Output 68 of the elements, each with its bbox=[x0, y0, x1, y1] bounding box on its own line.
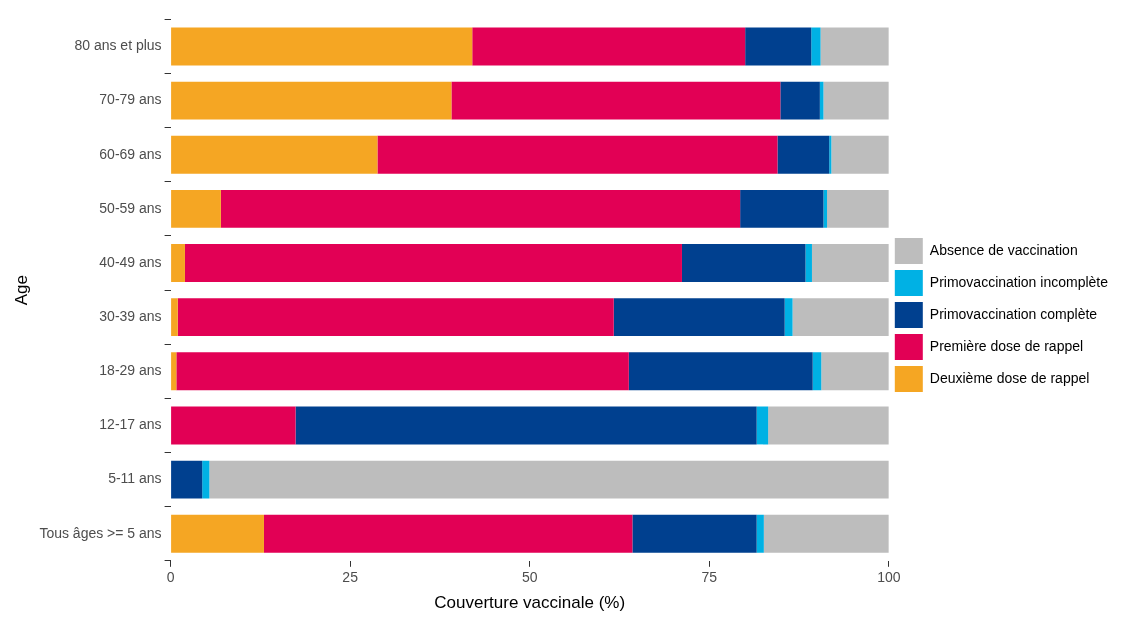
y-tick-label: 18-29 ans bbox=[99, 362, 162, 379]
y-tick-label: 70-79 ans bbox=[99, 91, 162, 108]
bar bbox=[777, 135, 830, 174]
bar bbox=[171, 244, 185, 282]
y-tick-label: Tous âges >= 5 ans bbox=[39, 524, 162, 541]
bar bbox=[756, 514, 764, 553]
bar bbox=[823, 81, 889, 120]
bar bbox=[171, 460, 203, 499]
bar bbox=[820, 27, 889, 66]
y-tick-label: 12-17 ans bbox=[99, 416, 162, 433]
x-tick-label: 0 bbox=[166, 569, 175, 586]
bar bbox=[812, 352, 822, 391]
bar bbox=[821, 352, 889, 391]
bar bbox=[220, 189, 741, 228]
legend-label: Première dose de rappel bbox=[929, 337, 1084, 354]
y-axis-title: Age bbox=[11, 274, 31, 306]
bar bbox=[811, 244, 889, 282]
bar bbox=[756, 406, 769, 445]
bar bbox=[628, 352, 813, 391]
bar bbox=[763, 514, 889, 553]
bar bbox=[171, 81, 452, 120]
legend-label: Absence de vaccination bbox=[929, 241, 1078, 258]
bar bbox=[811, 27, 821, 66]
bar bbox=[780, 81, 820, 120]
bar bbox=[177, 298, 614, 337]
bar bbox=[831, 135, 889, 174]
bar bbox=[171, 514, 264, 553]
bar bbox=[784, 298, 793, 337]
y-tick-label: 60-69 ans bbox=[99, 145, 162, 162]
bar bbox=[171, 27, 473, 66]
bar bbox=[263, 514, 633, 553]
x-tick-label: 25 bbox=[342, 569, 359, 586]
bar bbox=[171, 189, 221, 228]
legend-label: Primovaccination complète bbox=[929, 305, 1098, 322]
bar bbox=[740, 189, 824, 228]
x-axis-title: Couverture vaccinale (%) bbox=[434, 593, 626, 613]
bar bbox=[768, 406, 889, 445]
bar bbox=[613, 298, 785, 337]
bar bbox=[171, 352, 177, 391]
bar bbox=[472, 27, 746, 66]
bar bbox=[176, 352, 629, 391]
bar bbox=[295, 406, 757, 445]
x-tick-label: 75 bbox=[701, 569, 718, 586]
bar bbox=[171, 135, 378, 174]
bar bbox=[745, 27, 812, 66]
bar bbox=[681, 244, 806, 282]
bar bbox=[451, 81, 781, 120]
bar bbox=[209, 460, 889, 499]
bar bbox=[792, 298, 889, 337]
legend-label: Primovaccination incomplète bbox=[929, 273, 1109, 290]
y-tick-label: 80 ans et plus bbox=[74, 37, 162, 54]
bar bbox=[632, 514, 757, 553]
x-tick-label: 50 bbox=[521, 569, 538, 586]
bar bbox=[171, 406, 296, 445]
y-tick-label: 50-59 ans bbox=[99, 199, 162, 216]
y-tick-label: 30-39 ans bbox=[99, 308, 162, 325]
bar bbox=[184, 244, 682, 282]
bar bbox=[171, 298, 178, 337]
y-tick-label: 5-11 ans bbox=[108, 470, 162, 487]
bar bbox=[805, 244, 812, 282]
y-tick-label: 40-49 ans bbox=[99, 253, 162, 270]
bar bbox=[829, 135, 832, 174]
bar bbox=[823, 189, 828, 228]
bar bbox=[202, 460, 210, 499]
legend-label: Deuxième dose de rappel bbox=[929, 369, 1090, 386]
bar bbox=[377, 135, 778, 174]
bar bbox=[827, 189, 889, 228]
x-tick-label: 100 bbox=[877, 569, 901, 586]
